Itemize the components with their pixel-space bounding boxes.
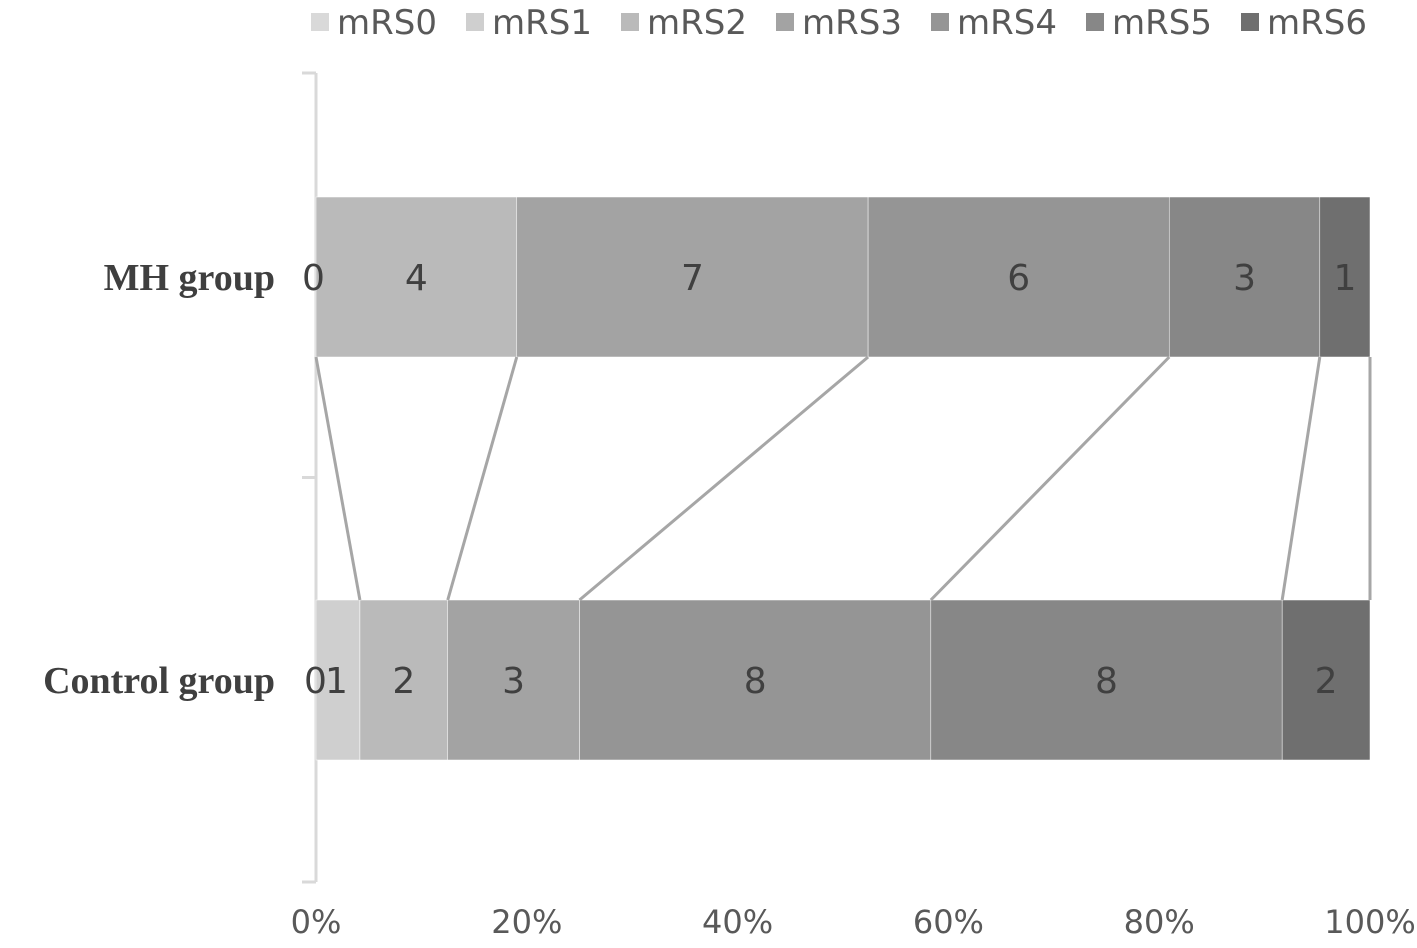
x-tick-label-40: 40% xyxy=(702,903,773,941)
category-label-control-group: Control group xyxy=(43,660,275,702)
data-label-mh-group-mrs6: 1 xyxy=(1333,258,1356,299)
category-label-mh-group: MH group xyxy=(104,257,275,299)
series-line-mrs1 xyxy=(314,356,362,601)
legend-swatch-mrs4 xyxy=(931,13,949,31)
legend-label-mrs3: mRS3 xyxy=(802,3,902,43)
data-label-control-group-mrs6: 2 xyxy=(1315,661,1338,702)
bar-control-group-mrs5 xyxy=(930,599,1283,761)
legend-label-mrs6: mRS6 xyxy=(1267,3,1367,43)
data-label-mh-group-mrs5: 3 xyxy=(1233,258,1256,299)
legend-swatch-mrs0 xyxy=(311,13,329,31)
bar-mh-group-mrs5 xyxy=(1168,196,1321,358)
legend-label-mrs0: mRS0 xyxy=(337,3,437,43)
data-label-control-group-mrs5: 8 xyxy=(1095,661,1118,702)
legend-swatch-mrs6 xyxy=(1241,13,1259,31)
bar-control-group-mrs2 xyxy=(359,599,448,761)
bar-mh-group-mrs2 xyxy=(315,196,518,358)
data-label-mh-group-mrs0: 0 xyxy=(302,258,325,299)
data-label-control-group-mrs0: 0 xyxy=(304,661,327,702)
legend-swatch-mrs3 xyxy=(776,13,794,31)
legend-label-mrs5: mRS5 xyxy=(1112,3,1212,43)
data-label-control-group-mrs2: 2 xyxy=(392,661,415,702)
series-line-mrs3 xyxy=(578,355,870,602)
data-label-mh-group-mrs3: 7 xyxy=(681,258,704,299)
legend-label-mrs1: mRS1 xyxy=(492,3,592,43)
series-line-mrs4 xyxy=(929,355,1171,602)
data-label-control-group-mrs4: 8 xyxy=(744,661,767,702)
bar-mh-group-mrs3 xyxy=(516,196,869,358)
bar-mh-group-mrs4 xyxy=(867,196,1170,358)
legend-swatch-mrs5 xyxy=(1086,13,1104,31)
x-tick-label-60: 60% xyxy=(913,903,984,941)
series-line-mrs2 xyxy=(446,356,519,601)
data-label-control-group-mrs1: 1 xyxy=(325,661,348,702)
data-label-mh-group-mrs2: 4 xyxy=(405,258,428,299)
legend-swatch-mrs1 xyxy=(466,13,484,31)
legend-swatch-mrs2 xyxy=(621,13,639,31)
bar-control-group-mrs1 xyxy=(315,599,361,761)
x-tick-label-0: 0% xyxy=(291,903,342,941)
data-label-mh-group-mrs4: 6 xyxy=(1007,258,1030,299)
x-tick-label-100: 100% xyxy=(1324,903,1415,941)
series-line-mrs5 xyxy=(1280,356,1322,601)
legend-label-mrs2: mRS2 xyxy=(647,3,747,43)
x-tick-label-20: 20% xyxy=(491,903,562,941)
x-tick-label-80: 80% xyxy=(1124,903,1195,941)
data-label-control-group-mrs3: 3 xyxy=(502,661,525,702)
bar-mh-group-mrs6 xyxy=(1319,196,1371,358)
bar-control-group-mrs4 xyxy=(579,599,932,761)
bar-control-group-mrs6 xyxy=(1281,599,1371,761)
legend-label-mrs4: mRS4 xyxy=(957,3,1057,43)
